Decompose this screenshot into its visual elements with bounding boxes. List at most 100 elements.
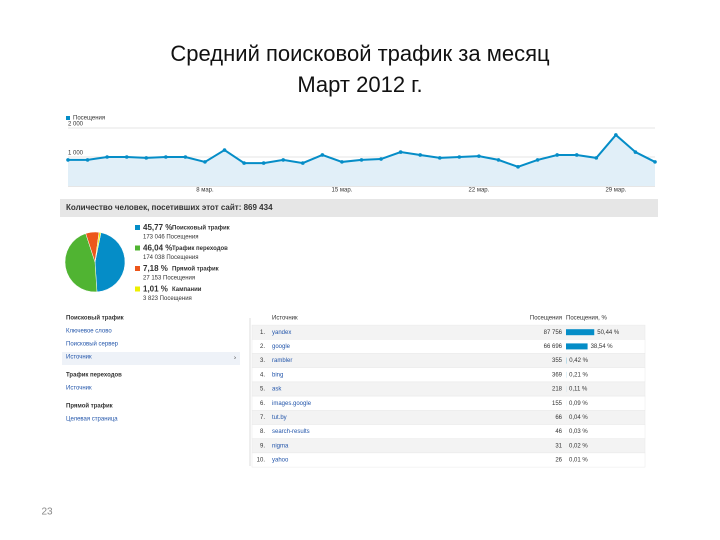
point [614,133,618,137]
source[interactable]: yahoo [272,458,289,464]
point [281,158,286,162]
rank: 1. [260,330,265,336]
source[interactable]: nigma [272,443,289,449]
share-label: 0,21 % [569,372,588,378]
share-label: 0,03 % [569,429,588,435]
column-header: Посещения [530,316,562,322]
point [261,161,266,165]
source[interactable]: images.google [272,401,312,407]
share-bar [566,329,595,336]
visits: 26 [555,458,562,464]
visits: 369 [552,372,563,378]
rank: 6. [260,401,265,407]
nav-link[interactable]: Источник [66,386,92,392]
slide-title: Средний поисковой трафик за месяц [170,41,550,66]
rank: 4. [260,372,265,378]
pie-label: Кампании [172,287,202,293]
point [85,158,90,162]
pie-slice [94,232,126,293]
legend-swatch [135,245,140,251]
pie-detail: 3 823 Посещения [143,296,192,302]
point [359,158,364,162]
summary: Количество человек, посетивших этот сайт… [66,203,273,212]
source[interactable]: search-results [272,429,310,435]
point [594,156,599,160]
column-header: Посещения, % [566,316,607,322]
pie-value: 45,77 % [143,223,172,232]
source[interactable]: rambler [272,358,292,364]
x-tick-label: 15 мар. [332,188,353,194]
point [477,154,481,158]
slide-subtitle: Март 2012 г. [297,72,422,97]
pie-detail: 173 046 Посещения [143,235,198,241]
visits: 355 [552,358,563,364]
rank: 10. [257,458,266,464]
point [535,158,540,162]
nav-link[interactable]: Ключевое слово [66,329,112,335]
pie-value: 7,18 % [143,264,168,273]
point [574,153,579,157]
visits: 155 [552,401,563,407]
point [340,160,344,164]
page-number: 23 [41,507,53,518]
point [105,155,109,159]
point [457,155,462,159]
point [496,158,501,162]
nav-heading: Прямой трафик [66,403,113,410]
share-label: 0,04 % [569,415,588,421]
source[interactable]: bing [272,372,283,378]
visits: 66 [555,415,562,421]
share-label: 0,09 % [569,401,588,407]
source[interactable]: ask [272,387,282,393]
share-bar [566,343,588,350]
point [516,165,520,169]
point [555,153,559,157]
pie-label: Прямой трафик [172,266,219,273]
pie-slice [64,233,98,293]
point [398,150,403,154]
visits: 87 756 [544,330,563,336]
rank: 2. [260,344,265,350]
y-tick-label: 2 000 [68,122,84,128]
rank: 8. [260,429,265,435]
point [653,160,657,164]
rank: 3. [260,358,265,364]
point [379,157,383,161]
summary-bar [60,199,658,217]
visits: 66 696 [544,344,563,350]
point [203,160,207,164]
share-label: 0,01 % [569,458,588,464]
legend-label: Посещения [73,116,105,122]
x-tick-label: 22 мар. [468,188,489,194]
y-tick-label: 1 000 [68,151,84,157]
point [437,156,442,160]
pie-value: 46,04 % [143,244,172,253]
source[interactable]: yandex [272,330,291,336]
point [144,156,149,160]
legend-swatch [66,116,70,120]
legend-swatch [135,266,140,271]
pie-detail: 27 153 Посещения [143,276,195,282]
x-tick-label: 29 мар. [605,188,626,194]
point [242,161,246,165]
visits: 31 [555,443,562,449]
visits: 46 [555,429,562,435]
nav-link[interactable]: Источник [66,355,92,361]
point [320,153,325,157]
point [222,148,227,152]
point [301,161,305,165]
legend-swatch [135,225,140,230]
nav-link[interactable]: Поисковый сервер [66,341,119,348]
share-label: 38,54 % [591,344,614,350]
point [66,158,70,162]
share-label: 50,44 % [597,330,620,336]
source[interactable]: google [272,344,291,350]
rank: 9. [260,443,265,449]
source[interactable]: tut.by [272,415,287,421]
point [633,150,638,154]
nav-heading: Поисковый трафик [66,315,124,322]
row-bg [251,452,646,468]
nav-link[interactable]: Целевая страница [66,417,118,423]
